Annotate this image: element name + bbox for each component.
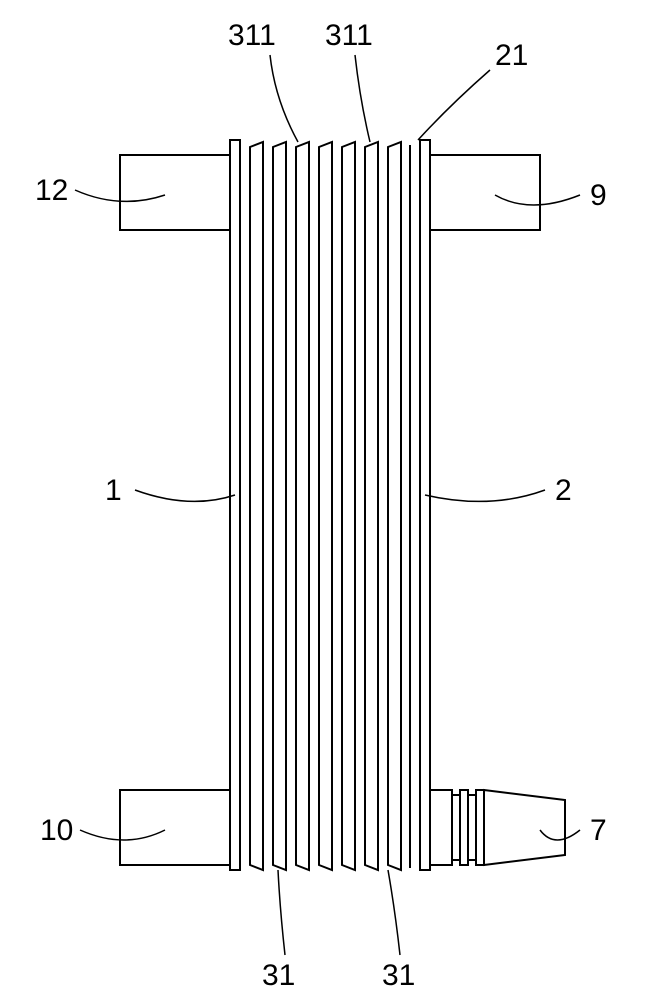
- inner-plates: [250, 142, 410, 870]
- leader-lines: [75, 55, 580, 955]
- right-end-plate: [420, 140, 430, 870]
- port-10: [120, 790, 230, 865]
- label-311-left: 311: [228, 19, 276, 52]
- port-12: [120, 155, 230, 230]
- label-31-right: 31: [382, 959, 415, 992]
- label-31-left: 31: [262, 959, 295, 992]
- label-9: 9: [590, 179, 607, 212]
- port-7: [430, 790, 565, 865]
- label-2: 2: [555, 474, 572, 507]
- label-12: 12: [35, 174, 68, 207]
- label-7: 7: [590, 814, 607, 847]
- label-21: 21: [495, 39, 528, 72]
- left-end-plate: [230, 140, 240, 870]
- label-311-right: 311: [325, 19, 373, 52]
- label-10: 10: [40, 814, 73, 847]
- port-9: [430, 155, 540, 230]
- diagram-body: [120, 140, 565, 870]
- label-1: 1: [105, 474, 122, 507]
